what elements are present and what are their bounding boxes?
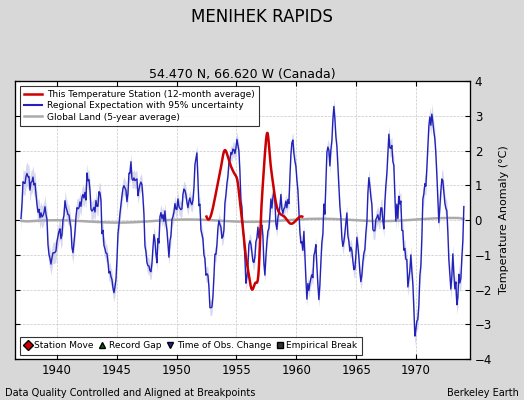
Text: Berkeley Earth: Berkeley Earth	[447, 388, 519, 398]
Legend: Station Move, Record Gap, Time of Obs. Change, Empirical Break: Station Move, Record Gap, Time of Obs. C…	[19, 336, 362, 355]
Title: 54.470 N, 66.620 W (Canada): 54.470 N, 66.620 W (Canada)	[149, 68, 336, 81]
Text: Data Quality Controlled and Aligned at Breakpoints: Data Quality Controlled and Aligned at B…	[5, 388, 256, 398]
Text: MENIHEK RAPIDS: MENIHEK RAPIDS	[191, 8, 333, 26]
Y-axis label: Temperature Anomaly (°C): Temperature Anomaly (°C)	[499, 146, 509, 294]
